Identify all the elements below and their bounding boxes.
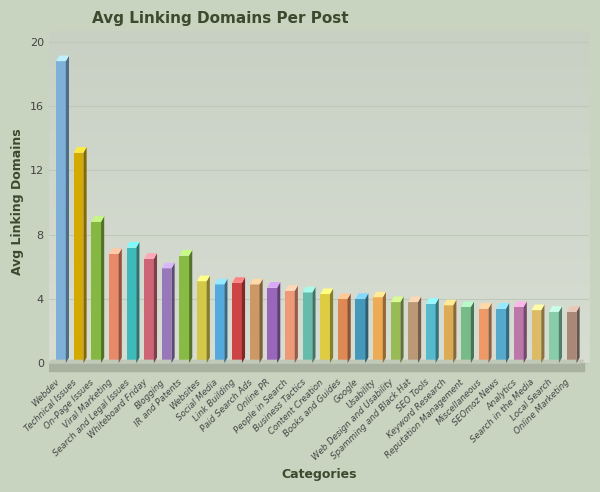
Polygon shape (285, 291, 295, 363)
Polygon shape (426, 298, 439, 304)
Polygon shape (471, 301, 474, 363)
Y-axis label: Avg Linking Domains: Avg Linking Domains (11, 129, 24, 276)
Polygon shape (418, 297, 421, 363)
Polygon shape (302, 287, 316, 292)
Polygon shape (144, 259, 154, 363)
Polygon shape (567, 306, 580, 312)
Polygon shape (532, 310, 541, 363)
Polygon shape (197, 281, 206, 363)
Polygon shape (577, 306, 580, 363)
Polygon shape (109, 248, 122, 254)
Polygon shape (127, 242, 139, 247)
Polygon shape (136, 242, 139, 363)
Polygon shape (391, 302, 400, 363)
Polygon shape (162, 263, 175, 268)
Polygon shape (541, 305, 544, 363)
Polygon shape (549, 306, 562, 312)
Polygon shape (302, 292, 313, 363)
Polygon shape (567, 312, 577, 363)
Polygon shape (514, 301, 527, 307)
Polygon shape (197, 276, 210, 281)
Polygon shape (320, 294, 330, 363)
Polygon shape (91, 222, 101, 363)
Polygon shape (250, 279, 263, 284)
Polygon shape (154, 253, 157, 363)
Polygon shape (215, 284, 224, 363)
Polygon shape (383, 292, 386, 363)
Polygon shape (559, 306, 562, 363)
Polygon shape (338, 299, 347, 363)
Polygon shape (330, 288, 333, 363)
Polygon shape (338, 293, 351, 299)
Polygon shape (268, 282, 280, 288)
Polygon shape (461, 307, 471, 363)
Polygon shape (443, 306, 453, 363)
Polygon shape (285, 285, 298, 291)
Polygon shape (49, 360, 584, 363)
Polygon shape (268, 288, 277, 363)
Polygon shape (479, 308, 488, 363)
Polygon shape (49, 363, 584, 371)
Polygon shape (74, 153, 83, 363)
Polygon shape (56, 56, 69, 61)
Polygon shape (224, 279, 227, 363)
Polygon shape (506, 303, 509, 363)
Polygon shape (453, 300, 457, 363)
Polygon shape (313, 287, 316, 363)
Polygon shape (400, 297, 404, 363)
Polygon shape (260, 279, 263, 363)
Polygon shape (179, 250, 192, 255)
Polygon shape (277, 282, 280, 363)
Polygon shape (189, 250, 192, 363)
Polygon shape (496, 303, 509, 308)
Polygon shape (127, 247, 136, 363)
Polygon shape (436, 298, 439, 363)
Polygon shape (179, 255, 189, 363)
Polygon shape (496, 308, 506, 363)
Polygon shape (250, 284, 260, 363)
Polygon shape (479, 303, 491, 308)
Text: Avg Linking Domains Per Post: Avg Linking Domains Per Post (92, 11, 349, 26)
Polygon shape (320, 288, 333, 294)
Polygon shape (461, 301, 474, 307)
X-axis label: Categories: Categories (281, 468, 356, 481)
Polygon shape (232, 277, 245, 283)
Polygon shape (524, 301, 527, 363)
Polygon shape (443, 300, 457, 306)
Polygon shape (56, 61, 66, 363)
Polygon shape (101, 216, 104, 363)
Polygon shape (409, 302, 418, 363)
Polygon shape (426, 304, 436, 363)
Polygon shape (119, 248, 122, 363)
Polygon shape (347, 293, 351, 363)
Polygon shape (391, 297, 404, 302)
Polygon shape (532, 305, 544, 310)
Polygon shape (206, 276, 210, 363)
Polygon shape (162, 268, 172, 363)
Polygon shape (91, 216, 104, 222)
Polygon shape (373, 297, 383, 363)
Polygon shape (83, 147, 86, 363)
Polygon shape (215, 279, 227, 284)
Polygon shape (355, 293, 368, 299)
Polygon shape (66, 56, 69, 363)
Polygon shape (144, 253, 157, 259)
Polygon shape (365, 293, 368, 363)
Polygon shape (549, 312, 559, 363)
Polygon shape (109, 254, 119, 363)
Polygon shape (373, 292, 386, 297)
Polygon shape (355, 299, 365, 363)
Polygon shape (295, 285, 298, 363)
Polygon shape (74, 147, 86, 153)
Polygon shape (514, 307, 524, 363)
Polygon shape (488, 303, 491, 363)
Polygon shape (242, 277, 245, 363)
Polygon shape (232, 283, 242, 363)
Polygon shape (409, 297, 421, 302)
Polygon shape (172, 263, 175, 363)
